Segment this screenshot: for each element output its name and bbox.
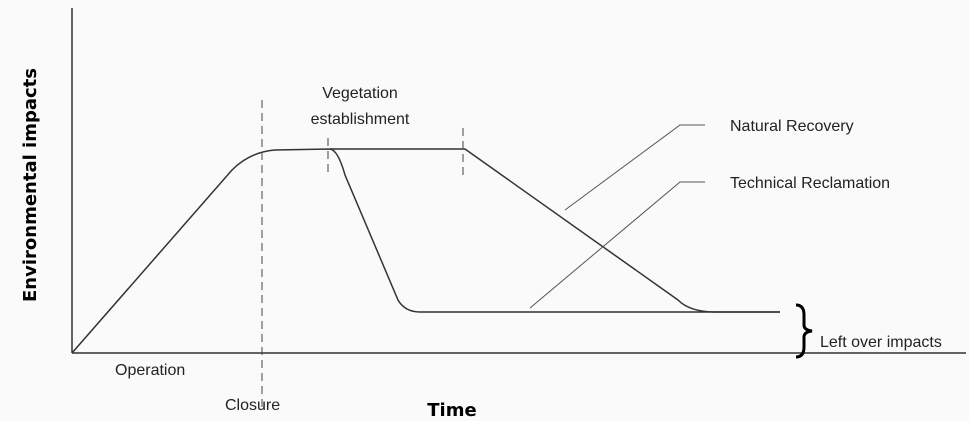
natural-recovery-label: Natural Recovery bbox=[730, 118, 854, 135]
closure-label: Closure bbox=[225, 397, 280, 414]
technical-curve bbox=[71, 148, 780, 354]
x-axis-label: Time bbox=[427, 400, 476, 421]
y-axis-label: Environmental impacts bbox=[20, 68, 41, 302]
technical-reclamation-label: Technical Reclamation bbox=[730, 175, 890, 192]
vegetation-label: establishment bbox=[311, 111, 410, 128]
natural-curve bbox=[330, 148, 780, 313]
brace bbox=[795, 303, 813, 359]
vegetation-label: Vegetation bbox=[322, 85, 398, 102]
operation-label: Operation bbox=[115, 362, 185, 379]
natural-leader bbox=[564, 124, 705, 211]
left-over-label: Left over impacts bbox=[820, 334, 942, 351]
technical-leader bbox=[529, 181, 705, 309]
